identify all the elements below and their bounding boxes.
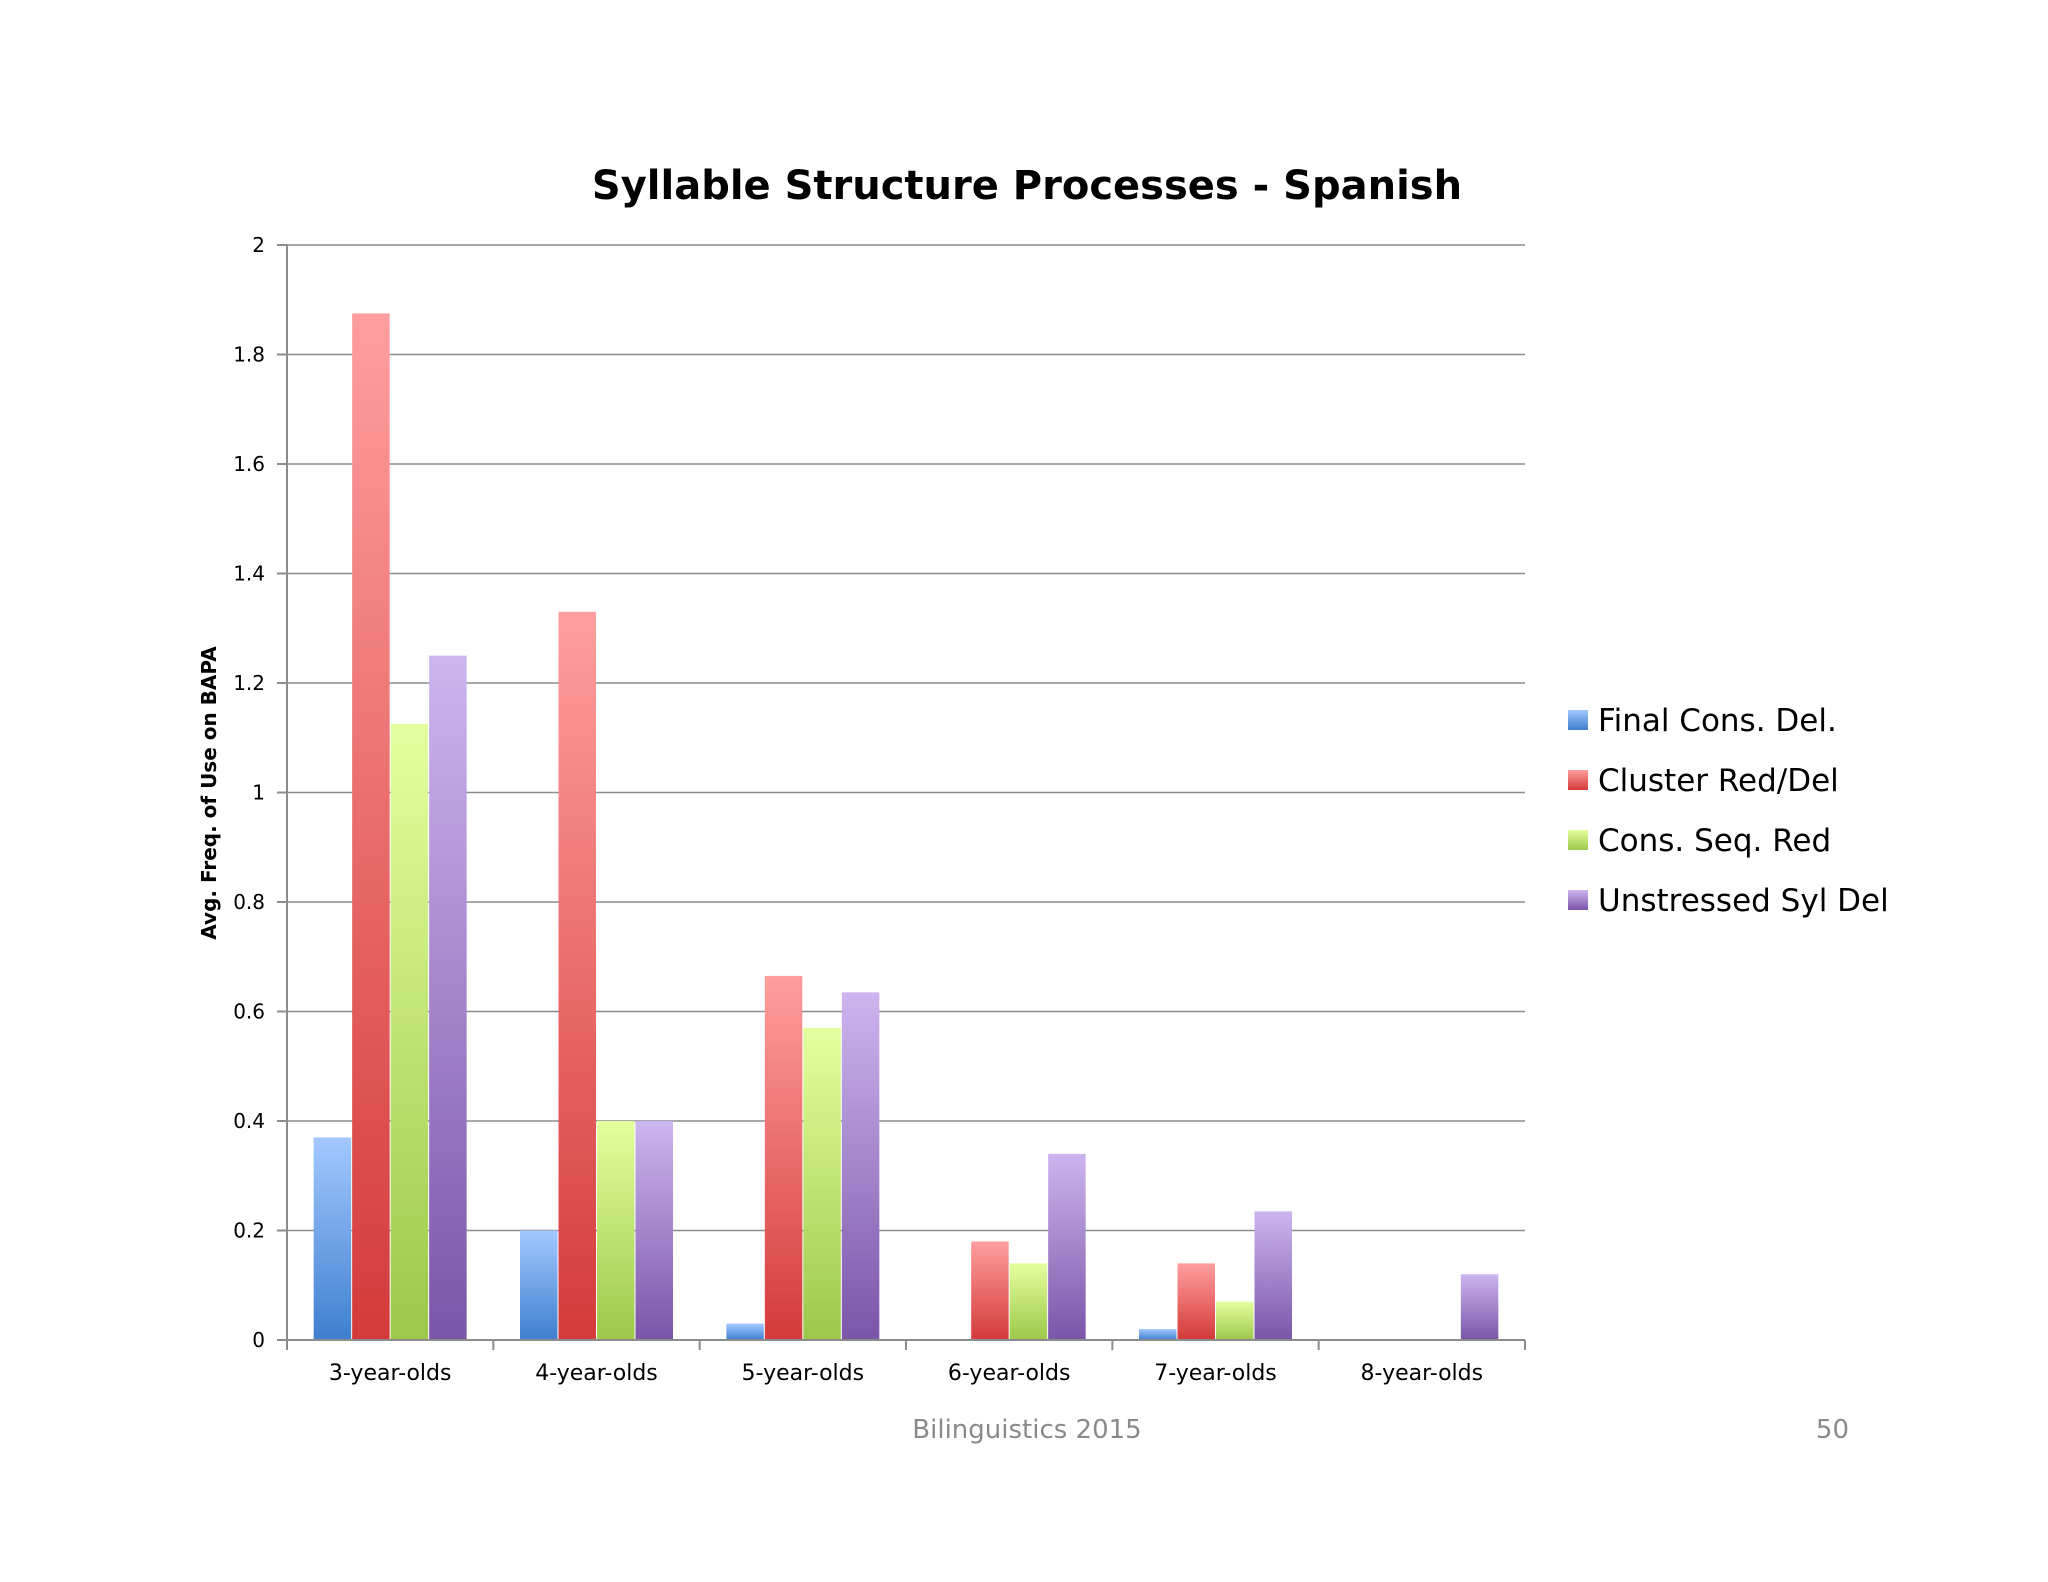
page-number: 50 — [1816, 1415, 1849, 1445]
footer-text: Bilinguistics 2015 — [912, 1415, 1141, 1445]
x-tick-labels: 3-year-olds 4-year-olds 5-year-olds 6-year-… — [329, 1361, 1483, 1386]
x-tick-label: 5-year-olds — [742, 1361, 865, 1386]
x-tick-label: 8-year-olds — [1361, 1361, 1484, 1386]
legend-entry: Cons. Seq. Red — [1598, 823, 1831, 859]
bar-cons-seq-red-6-year-olds — [1009, 1263, 1048, 1340]
bar-cons-seq-red-7-year-olds — [1216, 1301, 1254, 1340]
y-tick-label: 0.2 — [233, 1219, 265, 1243]
bar-cons-seq-red-5-year-olds — [803, 1027, 841, 1340]
bar-cons-seq-red-4-year-olds — [597, 1121, 635, 1340]
bar-final-cons-del--3-year-olds — [313, 1137, 352, 1340]
bars — [313, 313, 1499, 1340]
y-tick-label: 0.4 — [233, 1109, 265, 1133]
y-tick-label: 0.6 — [233, 1000, 265, 1024]
legend-swatch — [1568, 710, 1588, 730]
y-tick-label: 1.2 — [233, 671, 265, 695]
bar-cluster-red-del-6-year-olds — [971, 1241, 1009, 1340]
y-tick-label: 0.8 — [233, 890, 265, 914]
bar-unstressed-syl-del-5-year-olds — [841, 992, 880, 1340]
gridlines — [277, 244, 1525, 1341]
y-tick-label: 0 — [252, 1328, 265, 1352]
bar-cluster-red-del-7-year-olds — [1177, 1263, 1215, 1340]
bar-final-cons-del--5-year-olds — [726, 1323, 764, 1340]
legend-entry: Final Cons. Del. — [1598, 703, 1837, 739]
x-tick-label: 4-year-olds — [535, 1361, 658, 1386]
y-axis-label: Avg. Freq. of Use on BAPA — [197, 646, 221, 940]
axes — [286, 245, 1526, 1350]
legend-swatch — [1568, 770, 1588, 790]
bar-unstressed-syl-del-7-year-olds — [1254, 1211, 1292, 1340]
bar-cons-seq-red-3-year-olds — [390, 724, 429, 1340]
bar-cluster-red-del-3-year-olds — [352, 313, 390, 1340]
y-tick-label: 2 — [252, 233, 265, 257]
bar-unstressed-syl-del-8-year-olds — [1460, 1274, 1499, 1340]
chart-title: Syllable Structure Processes - Spanish — [592, 163, 1462, 209]
bar-unstressed-syl-del-6-year-olds — [1048, 1153, 1086, 1340]
x-tick-label: 6-year-olds — [948, 1361, 1071, 1386]
legend: Final Cons. Del. Cluster Red/Del Cons. Seq… — [1568, 703, 1889, 919]
y-tick-label: 1.8 — [233, 343, 265, 367]
y-tick-label: 1.4 — [233, 562, 265, 586]
bar-unstressed-syl-del-4-year-olds — [635, 1121, 673, 1340]
legend-swatch — [1568, 830, 1588, 850]
legend-entry: Unstressed Syl Del — [1598, 883, 1889, 919]
bar-cluster-red-del-4-year-olds — [558, 611, 596, 1340]
bar-final-cons-del--7-year-olds — [1139, 1329, 1177, 1340]
bar-cluster-red-del-5-year-olds — [764, 975, 803, 1340]
y-tick-label: 1.6 — [233, 452, 265, 476]
y-tick-labels: 0 0.2 0.4 0.6 0.8 1 1.2 1.4 1.6 1.8 2 — [233, 233, 265, 1352]
legend-entry: Cluster Red/Del — [1598, 763, 1839, 799]
bar-unstressed-syl-del-3-year-olds — [429, 655, 467, 1340]
x-tick-label: 7-year-olds — [1154, 1361, 1277, 1386]
x-tick-label: 3-year-olds — [329, 1361, 452, 1386]
legend-swatch — [1568, 890, 1588, 910]
bar-final-cons-del--4-year-olds — [520, 1230, 558, 1340]
y-tick-label: 1 — [252, 781, 265, 805]
